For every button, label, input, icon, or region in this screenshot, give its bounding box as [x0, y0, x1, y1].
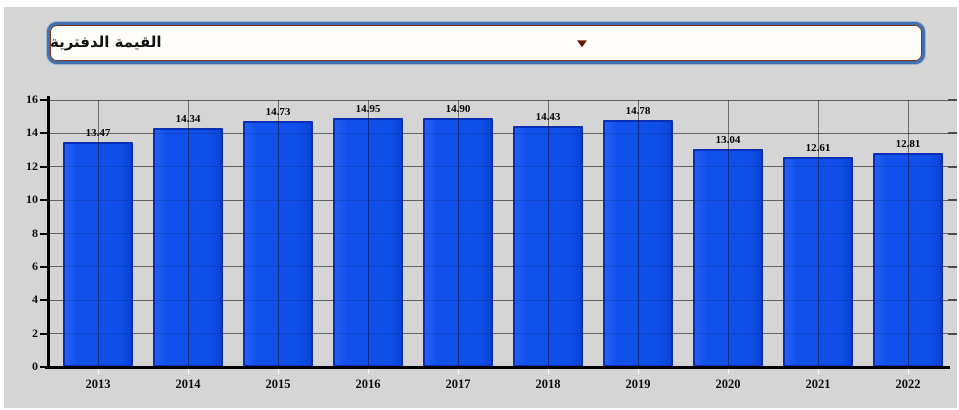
y-tick [40, 232, 48, 235]
metric-select-dropdown[interactable]: القيمة الدفترية [47, 22, 925, 64]
bar-value-label: 14.34 [175, 112, 201, 125]
h-gridline [48, 99, 948, 101]
x-tick-label: 2018 [535, 377, 561, 391]
y-tick-label: 10 [26, 192, 38, 207]
right-tick [948, 199, 957, 202]
y-tick-label: 12 [26, 158, 38, 173]
x-tick-label: 2016 [355, 377, 381, 391]
h-gridline [48, 199, 948, 201]
x-tick [98, 369, 99, 374]
y-axis-line [47, 96, 50, 369]
v-gridline [187, 100, 189, 367]
v-gridline [277, 100, 279, 367]
y-tick-label: 8 [32, 225, 38, 240]
x-tick [188, 369, 189, 374]
h-gridline-overlay [48, 99, 948, 101]
y-tick-label: 16 [26, 92, 38, 106]
x-tick [908, 369, 909, 374]
v-gridline [907, 100, 909, 367]
x-tick [368, 369, 369, 374]
metric-select-label: القيمة الدفترية [50, 33, 162, 51]
v-gridline [817, 100, 819, 367]
right-tick [948, 332, 957, 335]
right-tick [948, 132, 957, 135]
y-tick-label: 4 [32, 292, 38, 307]
y-tick [40, 99, 48, 101]
bar-value-label: 12.61 [805, 141, 831, 154]
x-tick-label: 2019 [625, 377, 651, 391]
x-tick [728, 369, 729, 374]
x-tick-label: 2015 [265, 377, 291, 391]
h-gridline [48, 166, 948, 168]
bar-value-label: 13.04 [715, 134, 741, 147]
right-tick [948, 299, 957, 302]
bar-value-label: 14.73 [265, 106, 291, 119]
h-gridline-overlay [48, 132, 948, 134]
v-gridline [547, 100, 549, 367]
y-tick-label: 6 [32, 258, 38, 273]
h-gridline-overlay [48, 333, 948, 335]
x-tick [548, 369, 549, 374]
y-tick-label: 2 [32, 325, 38, 340]
y-tick-label: 14 [26, 125, 38, 140]
caret-down-icon[interactable] [576, 40, 587, 48]
x-tick [818, 369, 819, 374]
bar-value-label: 14.78 [625, 105, 651, 118]
x-axis-line [45, 366, 950, 369]
h-gridline [48, 333, 948, 335]
right-tick [948, 265, 957, 268]
y-tick [40, 265, 48, 268]
v-gridline [457, 100, 459, 367]
h-gridline-overlay [48, 266, 948, 268]
h-gridline [48, 266, 948, 268]
bar-value-label: 14.95 [355, 102, 381, 115]
y-tick [40, 132, 48, 135]
bar-value-label: 12.81 [895, 138, 921, 151]
right-tick [948, 232, 957, 235]
x-tick-label: 2020 [715, 377, 741, 391]
h-gridline [48, 132, 948, 134]
h-gridline-overlay [48, 166, 948, 168]
x-tick-label: 2021 [805, 377, 831, 391]
x-tick-label: 2022 [895, 377, 921, 391]
y-tick [40, 299, 48, 302]
x-tick-label: 2017 [445, 377, 471, 391]
h-gridline-overlay [48, 199, 948, 201]
x-tick [278, 369, 279, 374]
bar-value-label: 14.43 [535, 111, 561, 124]
y-tick [40, 165, 48, 168]
x-tick-label: 2013 [85, 377, 111, 391]
h-gridline [48, 299, 948, 301]
y-tick-label: 0 [32, 359, 38, 373]
v-gridline [367, 100, 369, 367]
h-gridline [48, 233, 948, 234]
y-tick [40, 332, 48, 335]
v-gridline [727, 100, 729, 367]
right-tick [948, 99, 957, 101]
bar-value-label: 14.90 [445, 103, 471, 116]
h-gridline-overlay [48, 233, 948, 234]
h-gridline-overlay [48, 299, 948, 301]
x-tick [458, 369, 459, 374]
y-tick [40, 366, 48, 368]
y-tick [40, 199, 48, 202]
v-gridline [637, 100, 639, 367]
v-gridline [97, 100, 99, 367]
bar-value-label: 13.47 [85, 127, 111, 140]
right-tick [948, 165, 957, 168]
x-tick-label: 2014 [175, 377, 201, 391]
x-tick [638, 369, 639, 374]
